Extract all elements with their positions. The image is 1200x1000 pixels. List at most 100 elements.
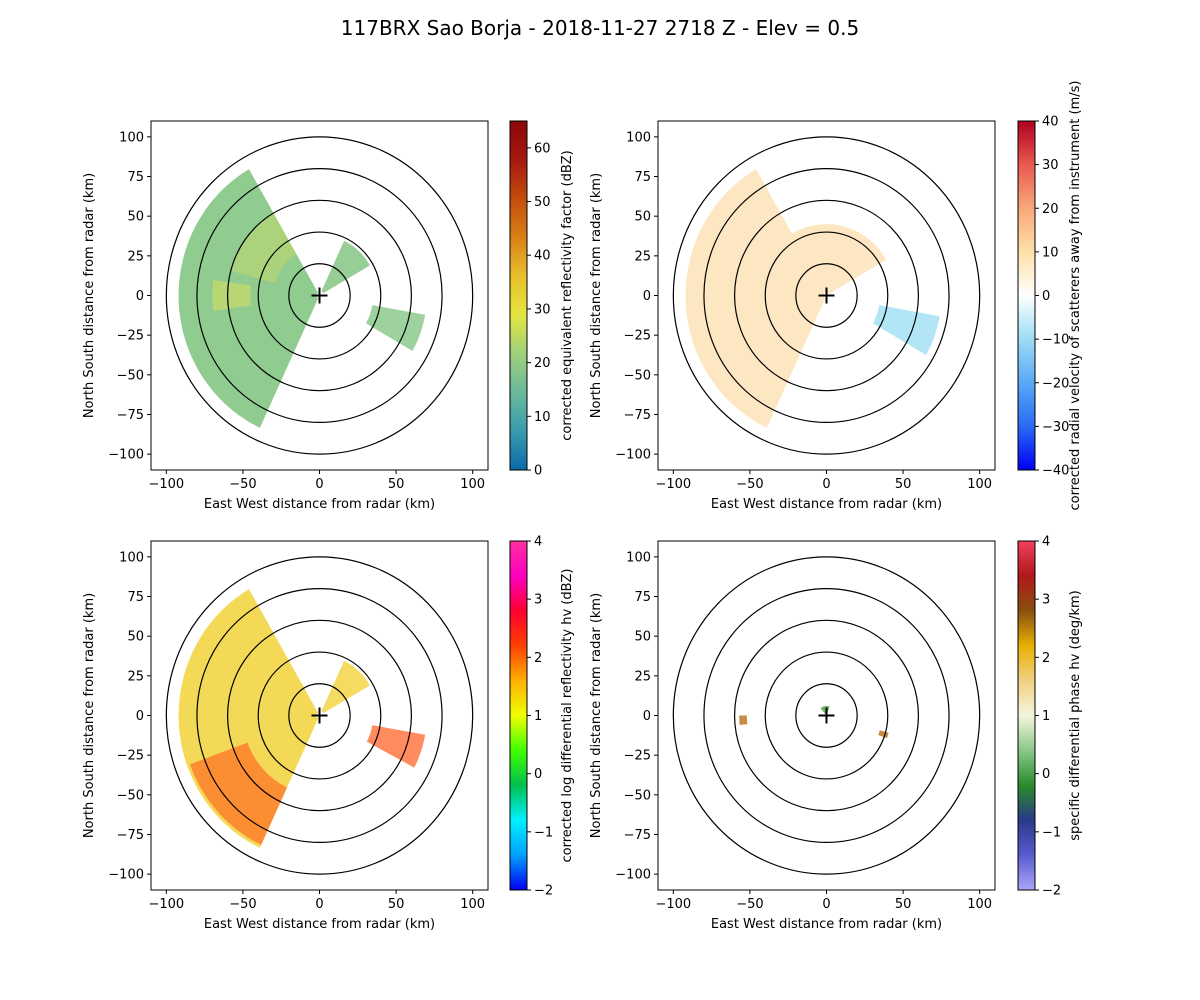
colorbar-tick-label: 3 xyxy=(1042,593,1050,608)
y-tick-label: 75 xyxy=(127,170,144,185)
y-axis-label: North South distance from radar (km) xyxy=(589,593,604,838)
y-tick-label: 100 xyxy=(626,130,651,145)
echo-region-zdr-3 xyxy=(366,725,426,768)
colorbar-tick-label: 40 xyxy=(534,249,551,264)
colorbar-reflectivity xyxy=(509,120,528,471)
y-tick-label: −50 xyxy=(624,788,651,803)
plot-area-kdp xyxy=(672,556,981,875)
y-tick-label: −25 xyxy=(624,329,651,344)
echo-region-kdp-2 xyxy=(739,715,748,725)
colorbar-label: corrected log differential reflectivity … xyxy=(560,569,575,863)
y-tick-label: −75 xyxy=(624,828,651,843)
x-axis-label: East West distance from radar (km) xyxy=(711,917,942,932)
colorbar-tick-label: 0 xyxy=(1042,767,1050,782)
x-tick-label: 100 xyxy=(460,897,485,912)
panel-velocity: −100 −50 0 50 100−100−75−50−250255075100East… xyxy=(589,81,1083,512)
x-tick-label: 0 xyxy=(315,897,323,912)
y-tick-label: 0 xyxy=(643,289,651,304)
y-tick-label: 0 xyxy=(136,289,144,304)
range-ring-40km xyxy=(257,231,382,360)
colorbar-tick-label: −1 xyxy=(1042,825,1061,840)
x-axis-label: East West distance from radar (km) xyxy=(711,497,942,512)
y-tick-label: 25 xyxy=(634,669,651,684)
y-tick-label: 75 xyxy=(634,170,651,185)
x-tick-label: 50 xyxy=(388,897,405,912)
colorbar-tick-label: 3 xyxy=(534,593,542,608)
range-ring-100km xyxy=(672,136,981,455)
colorbar-tick-label: 50 xyxy=(534,195,551,210)
x-tick-label: −100 xyxy=(655,897,691,912)
range-ring-20km xyxy=(288,263,351,328)
colorbar-label: specific differential phase hv (deg/km) xyxy=(1068,590,1083,840)
colorbar-tick-label: −30 xyxy=(1042,420,1069,435)
range-ring-60km xyxy=(226,199,413,392)
x-tick-label: 50 xyxy=(388,477,405,492)
y-tick-label: 100 xyxy=(119,130,144,145)
y-tick-label: 0 xyxy=(643,709,651,724)
range-ring-40km xyxy=(764,231,889,360)
y-tick-label: 75 xyxy=(127,590,144,605)
range-ring-20km xyxy=(288,683,351,748)
colorbar-tick-label: 10 xyxy=(534,410,551,425)
x-tick-label: −100 xyxy=(655,477,691,492)
colorbar-velocity xyxy=(1017,120,1036,471)
colorbar-tick-label: 4 xyxy=(1042,535,1050,550)
y-tick-label: 25 xyxy=(634,249,651,264)
x-tick-label: −50 xyxy=(229,897,256,912)
echo-region-velocity-2 xyxy=(872,305,940,355)
y-tick-label: 0 xyxy=(136,709,144,724)
x-tick-label: −50 xyxy=(736,477,763,492)
panel-zdr: −100 −50 0 50 100 −100 −75 −50 −25 0 25 50 75 100 East… xyxy=(82,535,575,933)
y-tick-label: −100 xyxy=(615,868,651,883)
echo-region-reflectivity-3 xyxy=(365,305,426,351)
range-ring-20km xyxy=(795,683,858,748)
y-axis-label: North South distance from radar (km) xyxy=(82,593,97,838)
range-ring-80km xyxy=(196,587,443,844)
y-axis-label: North South distance from radar (km) xyxy=(82,173,97,418)
plot-area-zdr xyxy=(165,556,474,875)
y-tick-label: −100 xyxy=(615,448,651,463)
y-tick-label: 100 xyxy=(119,550,144,565)
y-tick-label: −50 xyxy=(117,788,144,803)
colorbar-tick-label: −2 xyxy=(1042,884,1061,899)
colorbar-label: corrected radial velocity of scatterers … xyxy=(1068,81,1083,511)
range-ring-40km xyxy=(257,651,382,780)
colorbar-tick-label: 30 xyxy=(1042,158,1059,173)
y-tick-label: −75 xyxy=(117,828,144,843)
colorbar-tick-label: 30 xyxy=(534,302,551,317)
colorbar-tick-label: 1 xyxy=(1042,709,1050,724)
echo-region-reflectivity-2 xyxy=(321,240,370,294)
echo-region-reflectivity-1 xyxy=(230,213,297,284)
y-tick-label: −75 xyxy=(117,408,144,423)
colorbar-tick-label: 2 xyxy=(534,651,542,666)
y-tick-label: −50 xyxy=(117,368,144,383)
colorbar-tick-label: −2 xyxy=(534,884,553,899)
plot-area-velocity xyxy=(672,136,981,455)
range-ring-60km xyxy=(733,199,920,392)
plot-area-reflectivity xyxy=(165,136,474,455)
y-tick-label: −100 xyxy=(108,868,144,883)
y-tick-label: 50 xyxy=(634,630,651,645)
echo-region-velocity-1 xyxy=(792,224,887,294)
range-ring-60km xyxy=(226,619,413,812)
y-tick-label: 25 xyxy=(127,249,144,264)
x-tick-label: −50 xyxy=(229,477,256,492)
colorbar-tick-label: 0 xyxy=(1042,289,1050,304)
colorbar-tick-label: 40 xyxy=(1042,115,1059,130)
colorbar-tick-label: −10 xyxy=(1042,333,1069,348)
figure-title: 117BRX Sao Borja - 2018-11-27 2718 Z - E… xyxy=(340,16,860,40)
y-tick-label: −25 xyxy=(117,749,144,764)
range-ring-40km xyxy=(764,651,889,780)
y-tick-label: −75 xyxy=(624,408,651,423)
y-tick-label: 25 xyxy=(127,669,144,684)
y-tick-label: −100 xyxy=(108,448,144,463)
y-tick-label: −25 xyxy=(117,329,144,344)
y-tick-label: 50 xyxy=(634,210,651,225)
echo-region-kdp-0 xyxy=(820,706,830,715)
panel-kdp: −100 −50 0 50 100 −100 −75 −50 −25 0 25 50 75 100 East… xyxy=(589,535,1083,933)
range-ring-80km xyxy=(196,167,443,424)
colorbar-tick-label: 60 xyxy=(534,141,551,156)
echo-region-zdr-2 xyxy=(321,660,370,714)
colorbar-tick-label: 4 xyxy=(534,535,542,550)
x-tick-label: 100 xyxy=(967,897,992,912)
